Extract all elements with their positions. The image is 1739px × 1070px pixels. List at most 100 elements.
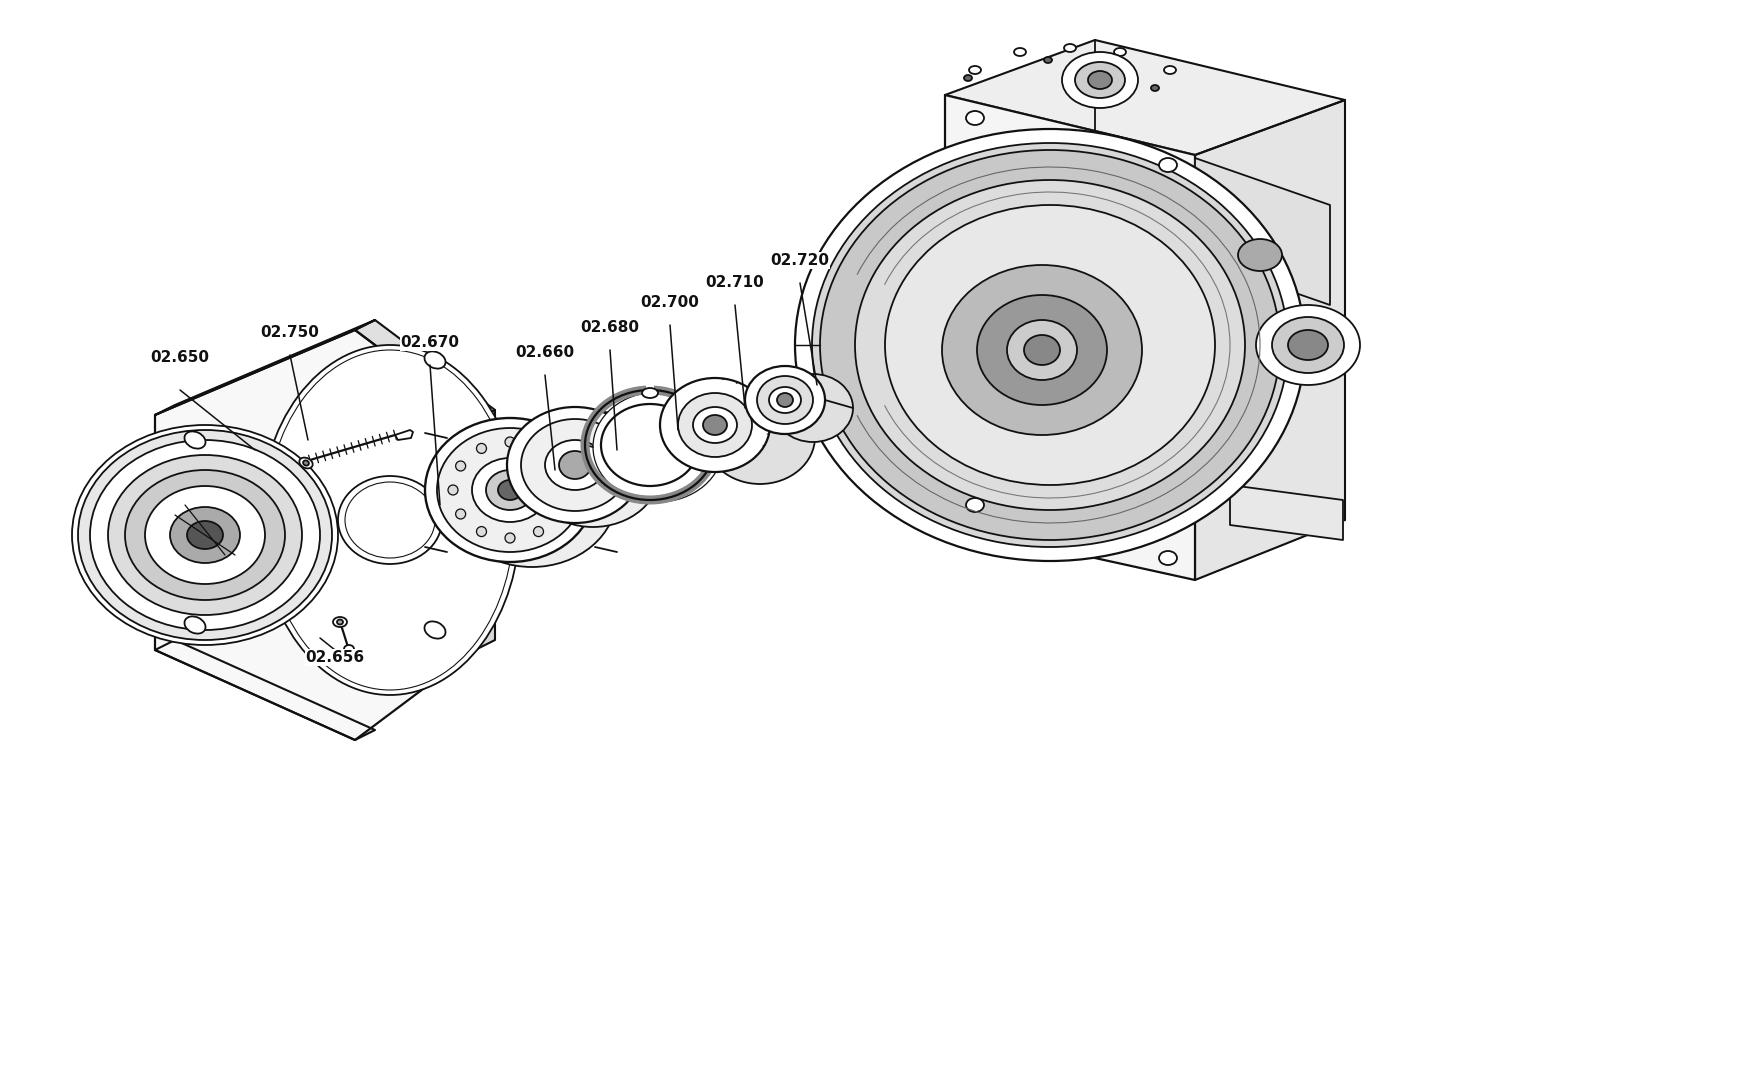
Ellipse shape xyxy=(424,622,445,639)
Ellipse shape xyxy=(1113,48,1125,56)
Text: 02.720: 02.720 xyxy=(770,253,830,268)
Ellipse shape xyxy=(795,129,1304,561)
Ellipse shape xyxy=(692,407,737,443)
Circle shape xyxy=(476,526,487,536)
Circle shape xyxy=(504,533,515,542)
Circle shape xyxy=(476,443,487,454)
Ellipse shape xyxy=(812,143,1287,547)
Ellipse shape xyxy=(703,415,727,435)
Ellipse shape xyxy=(144,486,264,584)
Ellipse shape xyxy=(756,376,812,424)
Ellipse shape xyxy=(78,430,332,640)
Ellipse shape xyxy=(544,440,605,490)
Ellipse shape xyxy=(1158,158,1176,172)
Ellipse shape xyxy=(1271,317,1343,373)
Ellipse shape xyxy=(941,265,1141,435)
Ellipse shape xyxy=(1061,52,1137,108)
Polygon shape xyxy=(155,640,376,740)
Ellipse shape xyxy=(854,180,1245,510)
Ellipse shape xyxy=(332,617,346,627)
Ellipse shape xyxy=(497,480,522,500)
Ellipse shape xyxy=(1236,239,1282,271)
Circle shape xyxy=(562,485,572,495)
Text: 02.660: 02.660 xyxy=(515,345,574,360)
Polygon shape xyxy=(155,330,475,740)
Circle shape xyxy=(504,437,515,447)
Ellipse shape xyxy=(485,470,534,510)
Circle shape xyxy=(534,526,543,536)
Text: 02.650: 02.650 xyxy=(150,350,209,365)
Ellipse shape xyxy=(1149,85,1158,91)
Ellipse shape xyxy=(885,205,1214,485)
Circle shape xyxy=(447,485,457,495)
Circle shape xyxy=(534,443,543,454)
Ellipse shape xyxy=(1043,57,1052,63)
Ellipse shape xyxy=(965,111,984,125)
Polygon shape xyxy=(944,95,1195,580)
Ellipse shape xyxy=(1014,48,1026,56)
Circle shape xyxy=(555,509,563,519)
Ellipse shape xyxy=(819,150,1280,540)
Ellipse shape xyxy=(963,75,972,81)
Polygon shape xyxy=(1195,100,1344,580)
Ellipse shape xyxy=(520,419,628,511)
Ellipse shape xyxy=(558,450,591,479)
Ellipse shape xyxy=(1158,551,1176,565)
Ellipse shape xyxy=(1063,44,1075,52)
Ellipse shape xyxy=(299,458,313,469)
Ellipse shape xyxy=(125,470,285,600)
Ellipse shape xyxy=(184,616,205,633)
Ellipse shape xyxy=(303,460,310,465)
Ellipse shape xyxy=(593,392,723,502)
Text: 02.750: 02.750 xyxy=(261,325,320,340)
Ellipse shape xyxy=(1163,66,1176,74)
Text: 02.700: 02.700 xyxy=(640,295,699,310)
Ellipse shape xyxy=(678,393,751,457)
Ellipse shape xyxy=(704,389,814,484)
Ellipse shape xyxy=(777,393,793,407)
Ellipse shape xyxy=(506,407,643,523)
Ellipse shape xyxy=(969,66,981,74)
Ellipse shape xyxy=(108,455,303,615)
Ellipse shape xyxy=(976,295,1106,406)
Ellipse shape xyxy=(1087,71,1111,89)
Ellipse shape xyxy=(744,366,824,434)
Ellipse shape xyxy=(659,378,770,472)
Circle shape xyxy=(456,461,466,471)
Text: 02.710: 02.710 xyxy=(706,275,763,290)
Ellipse shape xyxy=(90,440,320,630)
Polygon shape xyxy=(1195,158,1329,305)
Ellipse shape xyxy=(1007,320,1076,380)
Circle shape xyxy=(555,461,563,471)
Ellipse shape xyxy=(259,345,520,696)
Ellipse shape xyxy=(1075,62,1125,98)
Ellipse shape xyxy=(71,425,337,645)
Polygon shape xyxy=(944,40,1344,155)
Circle shape xyxy=(456,509,466,519)
Text: 02.670: 02.670 xyxy=(400,335,459,350)
Ellipse shape xyxy=(1024,335,1059,365)
Polygon shape xyxy=(475,410,494,649)
Ellipse shape xyxy=(337,476,442,564)
Ellipse shape xyxy=(471,458,548,522)
Ellipse shape xyxy=(170,507,240,563)
Ellipse shape xyxy=(344,645,353,653)
Ellipse shape xyxy=(965,498,984,513)
Text: 02.656: 02.656 xyxy=(306,649,365,664)
Polygon shape xyxy=(1229,485,1343,540)
Text: 02.680: 02.680 xyxy=(581,320,640,335)
Ellipse shape xyxy=(1287,330,1327,360)
Ellipse shape xyxy=(772,374,852,442)
Ellipse shape xyxy=(337,620,343,625)
Ellipse shape xyxy=(769,387,800,413)
Ellipse shape xyxy=(424,418,595,562)
Polygon shape xyxy=(155,320,376,415)
Ellipse shape xyxy=(642,388,657,398)
Ellipse shape xyxy=(1256,305,1360,385)
Ellipse shape xyxy=(447,423,617,567)
Ellipse shape xyxy=(436,428,583,552)
Ellipse shape xyxy=(525,411,661,528)
Polygon shape xyxy=(395,430,412,440)
Ellipse shape xyxy=(424,351,445,368)
Ellipse shape xyxy=(186,521,223,549)
